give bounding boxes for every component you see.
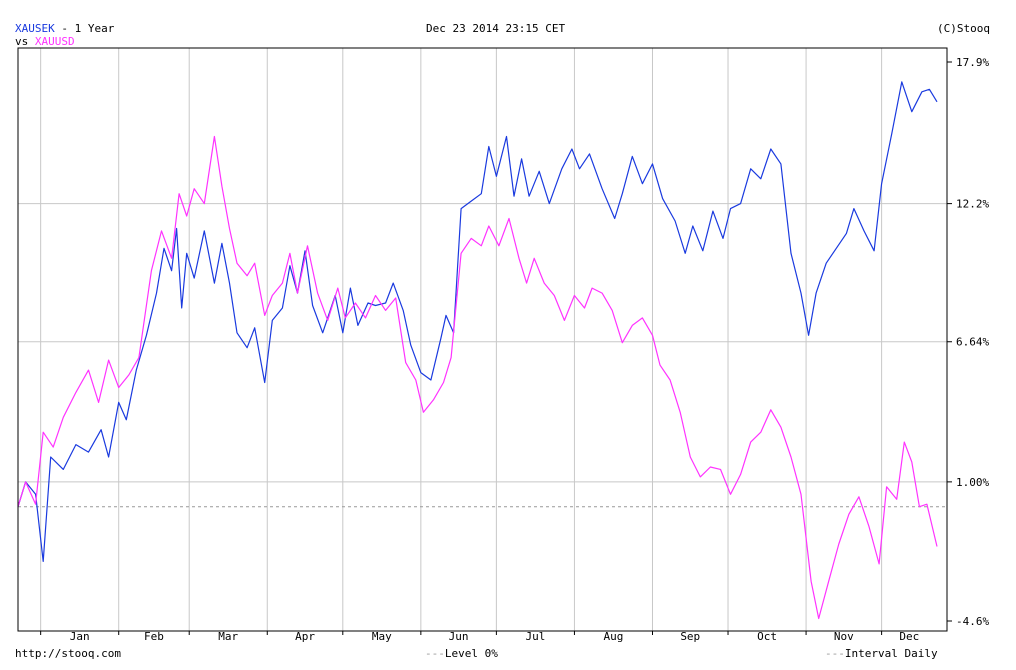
- x-tick-label: Apr: [295, 630, 315, 643]
- vs-label: vs: [15, 35, 29, 48]
- primary-symbol: XAUSEK: [15, 22, 55, 35]
- x-tick-label: Oct: [757, 630, 777, 643]
- x-tick-label: Feb: [144, 630, 164, 643]
- plot-frame: [17, 47, 948, 632]
- x-tick-label: Dec: [899, 630, 919, 643]
- compare-line: vs XAUUSD: [15, 35, 75, 48]
- x-tick-label: Jan: [70, 630, 90, 643]
- y-tick-label: 6.64%: [956, 336, 989, 349]
- interval-legend: ---Interval Daily: [825, 647, 938, 660]
- x-tick-label: May: [372, 630, 392, 643]
- y-tick-label: -4.6%: [956, 615, 989, 628]
- x-tick-label: Sep: [680, 630, 700, 643]
- period-label: - 1 Year: [61, 22, 115, 35]
- x-tick-label: Mar: [218, 630, 238, 643]
- x-tick-label: Jun: [449, 630, 469, 643]
- series-line-xausek: [17, 81, 938, 563]
- copyright: (C)Stooq: [937, 22, 990, 35]
- y-tick-label: 1.00%: [956, 476, 989, 489]
- y-tick-label: 12.2%: [956, 198, 989, 211]
- x-tick-label: Aug: [604, 630, 624, 643]
- interval-legend-swatch: ---: [825, 647, 845, 660]
- chart-header: XAUSEK - 1 Year: [15, 22, 114, 35]
- compare-symbol: XAUUSD: [34, 35, 75, 48]
- series-line-xauusd: [17, 135, 938, 620]
- y-tick-label: 17.9%: [956, 56, 989, 69]
- timestamp: Dec 23 2014 23:15 CET: [426, 22, 566, 35]
- source-url[interactable]: http://stooq.com: [15, 647, 121, 660]
- x-tick-label: Nov: [834, 630, 854, 643]
- level-legend: ---Level 0%: [425, 647, 498, 660]
- interval-legend-label: Interval Daily: [844, 647, 938, 660]
- x-tick-label: Jul: [525, 630, 545, 643]
- level-legend-label: Level 0%: [444, 647, 498, 660]
- level-legend-swatch: ---: [425, 647, 445, 660]
